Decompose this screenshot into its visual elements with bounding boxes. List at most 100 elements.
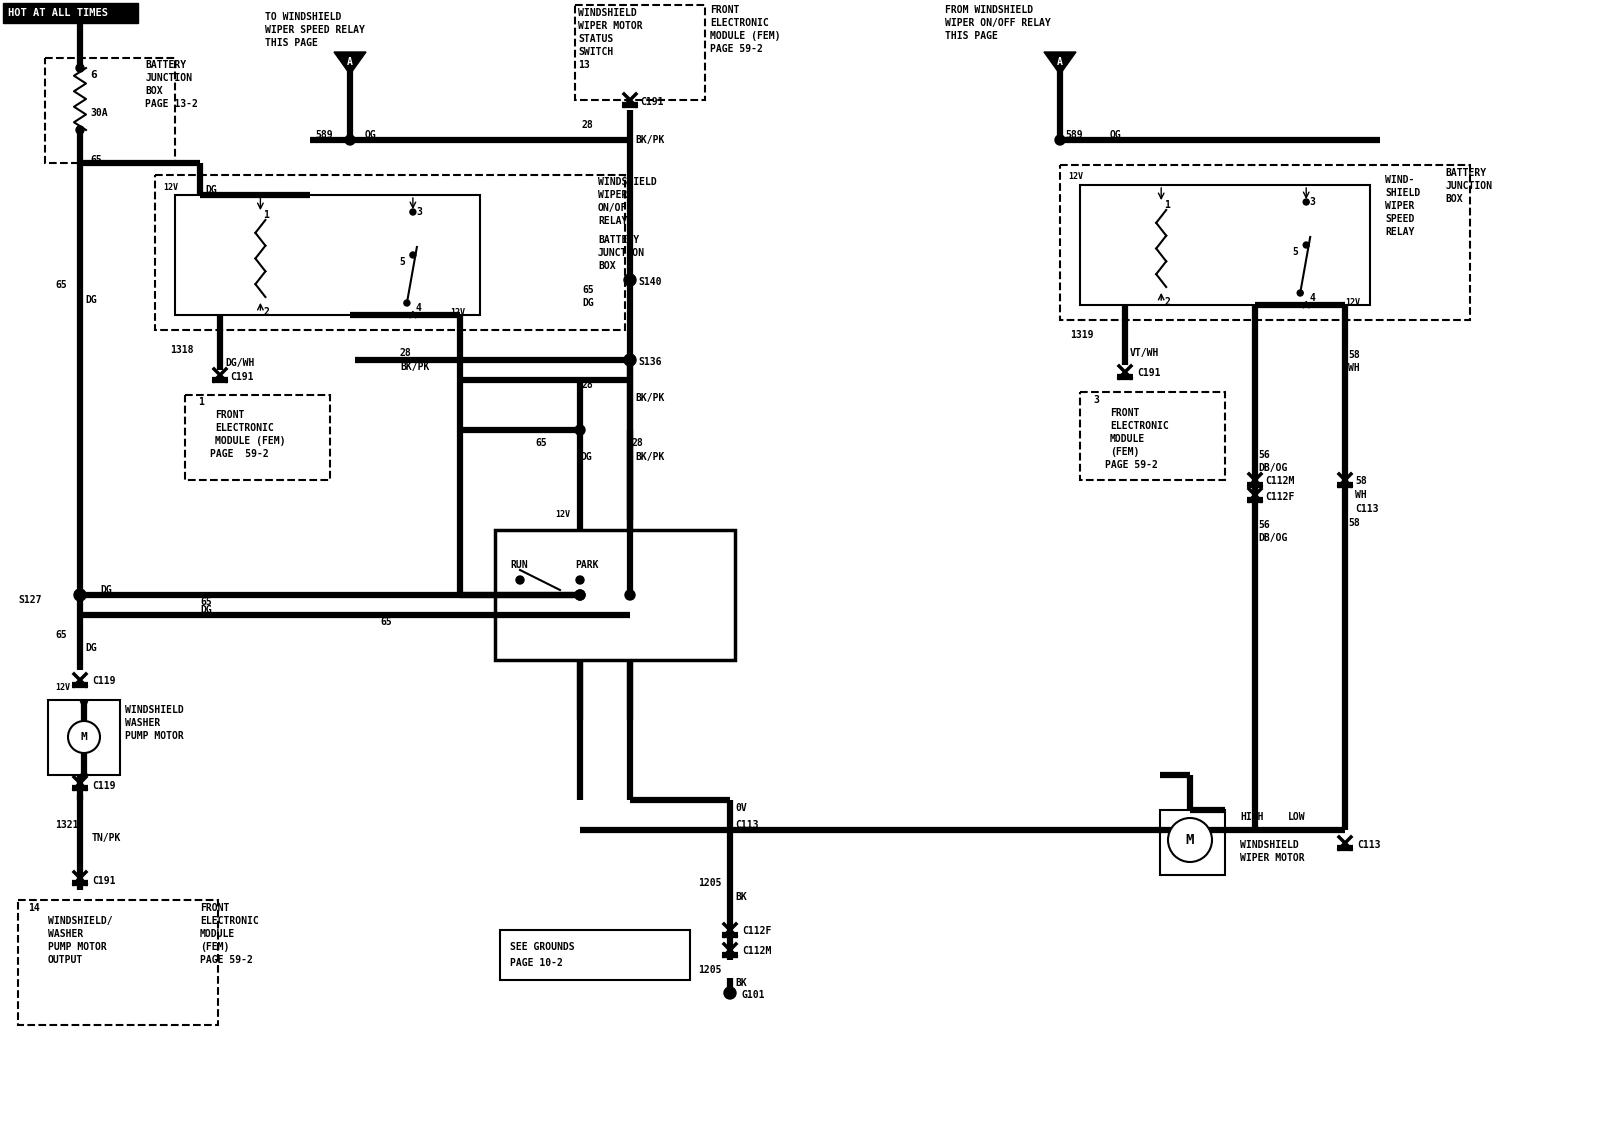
Circle shape <box>576 575 584 584</box>
Text: C112F: C112F <box>1266 492 1294 502</box>
Text: M: M <box>1186 833 1194 847</box>
Text: DG: DG <box>99 584 112 595</box>
Bar <box>499 930 690 980</box>
Text: G101: G101 <box>742 990 765 1000</box>
Bar <box>1059 165 1470 320</box>
Text: C113: C113 <box>734 821 758 830</box>
Text: 3: 3 <box>416 207 422 217</box>
Text: C119: C119 <box>93 676 115 686</box>
Text: BK: BK <box>734 978 747 988</box>
Text: BOX: BOX <box>1445 194 1462 203</box>
Circle shape <box>403 300 410 306</box>
Text: WIPER: WIPER <box>1386 201 1414 211</box>
Text: 5: 5 <box>1293 247 1298 257</box>
Text: C112M: C112M <box>742 946 771 957</box>
Text: OUTPUT: OUTPUT <box>48 955 83 966</box>
Text: 58: 58 <box>1355 475 1366 486</box>
Text: WASHER: WASHER <box>48 930 83 939</box>
Text: C119: C119 <box>93 781 115 791</box>
Text: DG: DG <box>582 298 594 308</box>
Circle shape <box>624 354 637 366</box>
Text: 12V: 12V <box>555 510 570 519</box>
Text: 12V: 12V <box>450 308 466 317</box>
Text: A: A <box>347 56 354 66</box>
Text: WIPER: WIPER <box>598 190 627 200</box>
Text: 5: 5 <box>398 257 405 268</box>
Text: RELAY: RELAY <box>1386 227 1414 237</box>
Text: FRONT: FRONT <box>200 903 229 913</box>
Text: SEE GROUNDS: SEE GROUNDS <box>510 942 574 952</box>
Text: PAGE 13-2: PAGE 13-2 <box>146 99 198 109</box>
Text: 65: 65 <box>534 438 547 448</box>
Text: 30A: 30A <box>90 108 107 118</box>
Text: 28: 28 <box>632 438 643 448</box>
Text: WINDSHIELD: WINDSHIELD <box>125 705 184 715</box>
Text: WINDSHIELD/: WINDSHIELD/ <box>48 916 112 926</box>
Text: DG: DG <box>85 643 96 653</box>
Text: S136: S136 <box>638 357 661 368</box>
Text: 28: 28 <box>400 348 411 359</box>
Bar <box>155 175 626 330</box>
Text: 65: 65 <box>582 285 594 294</box>
Text: HIGH: HIGH <box>1240 812 1264 822</box>
Bar <box>45 58 174 163</box>
Circle shape <box>1298 290 1302 296</box>
Text: C113: C113 <box>1355 504 1379 514</box>
Circle shape <box>1168 818 1213 862</box>
Text: PUMP MOTOR: PUMP MOTOR <box>125 731 184 741</box>
Text: 2: 2 <box>1165 297 1170 307</box>
Text: 589: 589 <box>1066 130 1083 140</box>
Circle shape <box>410 209 416 215</box>
Text: LOW: LOW <box>1288 812 1306 822</box>
Text: THIS PAGE: THIS PAGE <box>946 31 998 40</box>
Text: 2: 2 <box>264 307 269 317</box>
Text: TN/PK: TN/PK <box>93 833 122 843</box>
Circle shape <box>574 425 586 435</box>
Text: 1319: 1319 <box>1070 330 1093 339</box>
Text: WH: WH <box>1355 490 1366 500</box>
Text: 56: 56 <box>1258 520 1270 531</box>
Text: WINDSHIELD: WINDSHIELD <box>598 176 656 187</box>
Circle shape <box>515 575 525 584</box>
Text: C191: C191 <box>93 876 115 886</box>
Text: 28: 28 <box>582 380 594 390</box>
Text: 1: 1 <box>1165 200 1170 210</box>
Text: S127: S127 <box>18 595 42 605</box>
Text: PAGE 59-2: PAGE 59-2 <box>710 44 763 54</box>
Text: PAGE 59-2: PAGE 59-2 <box>1106 460 1158 470</box>
Text: FRONT: FRONT <box>214 410 245 420</box>
Bar <box>18 900 218 1025</box>
Text: DG: DG <box>85 294 96 305</box>
Text: 65: 65 <box>381 617 392 627</box>
Text: 58: 58 <box>1347 350 1360 360</box>
Polygon shape <box>80 700 88 710</box>
Text: FROM WINDSHIELD: FROM WINDSHIELD <box>946 4 1034 15</box>
Text: 56: 56 <box>1258 450 1270 460</box>
Text: 65: 65 <box>54 629 67 640</box>
Circle shape <box>67 720 99 753</box>
Text: 6: 6 <box>90 70 96 80</box>
Text: 1205: 1205 <box>698 966 722 975</box>
Text: PAGE 10-2: PAGE 10-2 <box>510 958 563 968</box>
Text: BK: BK <box>734 892 747 901</box>
Text: HOT AT ALL TIMES: HOT AT ALL TIMES <box>8 8 109 18</box>
Text: 1205: 1205 <box>698 878 722 888</box>
Text: 3: 3 <box>1093 395 1099 405</box>
Text: PARK: PARK <box>574 560 598 570</box>
Bar <box>3 3 138 22</box>
Text: S140: S140 <box>638 277 661 287</box>
Text: WIND-: WIND- <box>1386 175 1414 185</box>
Text: ON/OFF: ON/OFF <box>598 203 634 214</box>
Circle shape <box>626 590 635 600</box>
Bar <box>1160 810 1226 874</box>
Text: RUN: RUN <box>510 560 528 570</box>
Circle shape <box>77 64 83 72</box>
Text: C112F: C112F <box>742 926 771 936</box>
Text: BATTERY: BATTERY <box>146 60 186 70</box>
Text: ELECTRONIC: ELECTRONIC <box>214 423 274 433</box>
Text: 1321: 1321 <box>54 821 78 830</box>
Text: OG: OG <box>365 130 376 140</box>
Circle shape <box>1054 135 1066 145</box>
Text: THIS PAGE: THIS PAGE <box>266 38 318 48</box>
Text: WINDSHIELD: WINDSHIELD <box>578 8 637 18</box>
